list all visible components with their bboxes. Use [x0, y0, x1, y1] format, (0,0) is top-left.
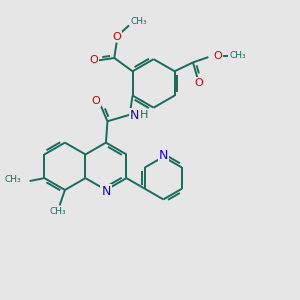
- Text: O: O: [91, 96, 100, 106]
- Text: N: N: [101, 184, 111, 198]
- Text: CH₃: CH₃: [5, 176, 21, 184]
- Text: N: N: [159, 148, 168, 161]
- Text: CH₃: CH₃: [130, 17, 147, 26]
- Text: O: O: [90, 55, 98, 65]
- Text: O: O: [112, 32, 121, 42]
- Text: O: O: [214, 51, 222, 61]
- Text: CH₃: CH₃: [230, 51, 246, 60]
- Text: O: O: [194, 78, 203, 88]
- Text: H: H: [140, 110, 148, 120]
- Text: CH₃: CH₃: [50, 207, 66, 216]
- Text: N: N: [130, 109, 139, 122]
